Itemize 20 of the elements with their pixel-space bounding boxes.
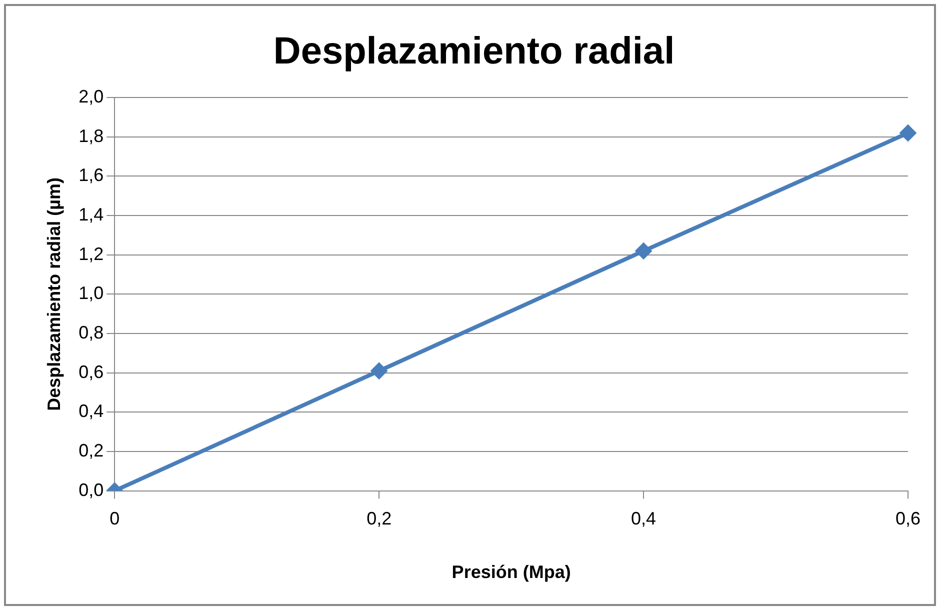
x-tick-label: 0,2: [366, 508, 392, 529]
x-tick-label: 0,6: [895, 508, 921, 529]
y-tick-label: 0,0: [78, 480, 104, 500]
y-axis-title: Desplazamiento radial (µm): [44, 177, 64, 411]
y-tick-label: 0,8: [78, 322, 104, 342]
y-tick-label: 1,0: [78, 283, 104, 304]
chart-title: Desplazamiento radial: [273, 30, 675, 72]
x-axis-title: Presión (Mpa): [452, 562, 571, 582]
y-tick-label: 0,6: [78, 362, 104, 382]
y-tick-label: 2,0: [78, 86, 104, 107]
x-tick-label: 0,4: [631, 508, 656, 529]
y-tick-label: 0,2: [78, 440, 104, 460]
point: [900, 124, 916, 142]
y-tick-label: 1,4: [78, 204, 104, 225]
x-tick-label: 0: [110, 508, 120, 529]
y-tick-label: 1,8: [78, 126, 104, 146]
y-tick-label: 1,2: [78, 244, 104, 264]
y-tick-label: 1,6: [78, 165, 104, 186]
point: [635, 242, 652, 260]
y-tick-label: 0,4: [78, 401, 104, 422]
